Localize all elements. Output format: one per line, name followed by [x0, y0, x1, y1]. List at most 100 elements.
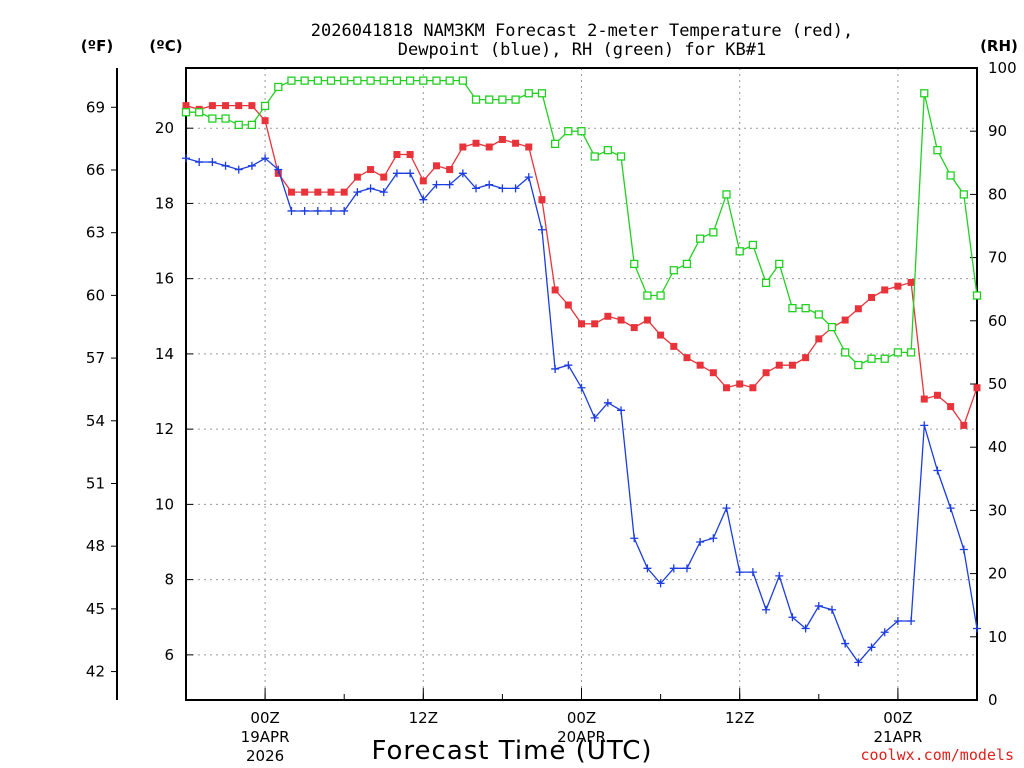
x-tick-time-label: 12Z: [409, 709, 438, 727]
dewpoint-point: [788, 613, 797, 622]
fahrenheit-tick-label: 60: [86, 286, 105, 304]
rh-point: [946, 171, 955, 180]
dewpoint-point: [841, 639, 850, 648]
celsius-tick-label: 12: [155, 420, 174, 438]
temperature-point: [815, 335, 823, 343]
temperature-point: [538, 196, 546, 204]
dewpoint-point: [748, 568, 757, 577]
dewpoint-point: [274, 165, 283, 174]
celsius-tick-label: 14: [155, 345, 174, 363]
rh-point: [313, 76, 322, 85]
rh-point: [682, 259, 692, 269]
dewpoint-point: [814, 601, 823, 610]
rh-point: [761, 278, 771, 288]
temperature-point: [472, 139, 480, 147]
temperature-point: [459, 143, 467, 151]
temperature-point: [762, 369, 770, 377]
rh-series: [181, 76, 982, 370]
fahrenheit-tick-label: 63: [86, 224, 105, 242]
dewpoint-point: [524, 173, 533, 182]
fahrenheit-tick-label: 66: [86, 161, 105, 179]
dewpoint-point: [551, 364, 560, 373]
temperature-point: [868, 293, 876, 301]
rh-point: [405, 76, 415, 85]
rh-point: [366, 76, 375, 85]
dewpoint-point: [537, 225, 546, 234]
celsius-tick-label: 20: [155, 119, 174, 137]
dewpoint-point: [300, 206, 309, 215]
rh-tick-label: 60: [988, 312, 1007, 330]
x-tick-date-label: 21APR: [873, 728, 922, 746]
celsius-tick-label: 18: [155, 194, 174, 212]
temperature-point: [498, 135, 506, 143]
dewpoint-point: [564, 361, 573, 370]
fahrenheit-tick-label: 51: [86, 474, 105, 492]
temperature-point: [406, 151, 414, 159]
rh-tick-label: 10: [988, 628, 1007, 646]
temperature-point: [261, 117, 269, 125]
rh-point: [616, 152, 626, 161]
dewpoint-point: [366, 184, 375, 193]
rh-point: [893, 348, 903, 357]
rh-point: [775, 259, 784, 269]
rh-unit-label: (RH): [980, 37, 1018, 55]
temperature-point: [960, 421, 968, 429]
rh-point: [195, 108, 204, 117]
rh-point: [247, 120, 257, 130]
temperature-point: [485, 143, 493, 151]
celsius-tick-label: 6: [164, 646, 174, 664]
rh-tick-label: 80: [988, 185, 1007, 203]
dewpoint-point: [617, 406, 626, 415]
celsius-unit-label: (ºC): [149, 37, 182, 55]
rh-point: [972, 291, 982, 300]
rh-point: [906, 348, 916, 357]
rh-point: [880, 354, 889, 363]
x-tick-time-label: 00Z: [883, 709, 912, 727]
rh-point: [340, 76, 349, 85]
temperature-series: [182, 102, 981, 429]
x-tick-time-label: 00Z: [567, 709, 596, 727]
rh-point: [458, 76, 468, 85]
data-series: [181, 76, 982, 667]
dewpoint-point: [893, 617, 902, 625]
rh-point: [392, 76, 402, 85]
temperature-point: [788, 361, 796, 369]
dewpoint-point: [827, 605, 836, 614]
rh-tick-label: 50: [988, 375, 1007, 393]
rh-tick-label: 90: [988, 122, 1007, 140]
rh-point: [432, 76, 441, 85]
dewpoint-point: [762, 605, 771, 614]
dewpoint-point: [208, 158, 217, 167]
temperature-point: [564, 301, 572, 309]
temperature-point: [670, 342, 678, 350]
dewpoint-point: [379, 188, 388, 197]
rh-point: [208, 114, 217, 123]
dewpoint-point: [485, 180, 494, 189]
chart-title: 2026041818 NAM3KM Forecast 2-meter Tempe…: [311, 21, 853, 41]
rh-point: [353, 76, 362, 85]
rh-tick-label: 30: [988, 501, 1007, 519]
temperature-point: [696, 361, 704, 369]
dewpoint-point: [511, 184, 520, 193]
rh-point: [326, 76, 336, 85]
temperature-point: [802, 354, 810, 362]
dewpoint-point: [472, 184, 481, 193]
dewpoint-point: [854, 658, 863, 667]
dewpoint-point: [603, 398, 612, 407]
dewpoint-series: [182, 154, 981, 667]
dewpoint-point: [801, 624, 810, 633]
fahrenheit-tick-label: 48: [86, 537, 105, 555]
temperature-point: [604, 312, 612, 320]
temperature-point: [894, 282, 902, 290]
dewpoint-point: [590, 413, 599, 422]
dewpoint-point: [920, 421, 929, 430]
temperature-point: [432, 162, 440, 170]
dewpoint-point: [327, 206, 336, 215]
fahrenheit-tick-label: 54: [86, 412, 105, 430]
rh-point: [827, 322, 837, 332]
temperature-point: [340, 188, 348, 196]
dewpoint-point: [946, 504, 955, 513]
temperature-point: [235, 102, 243, 110]
source-credit: coolwx.com/models: [860, 746, 1014, 764]
temperature-point: [551, 286, 559, 294]
